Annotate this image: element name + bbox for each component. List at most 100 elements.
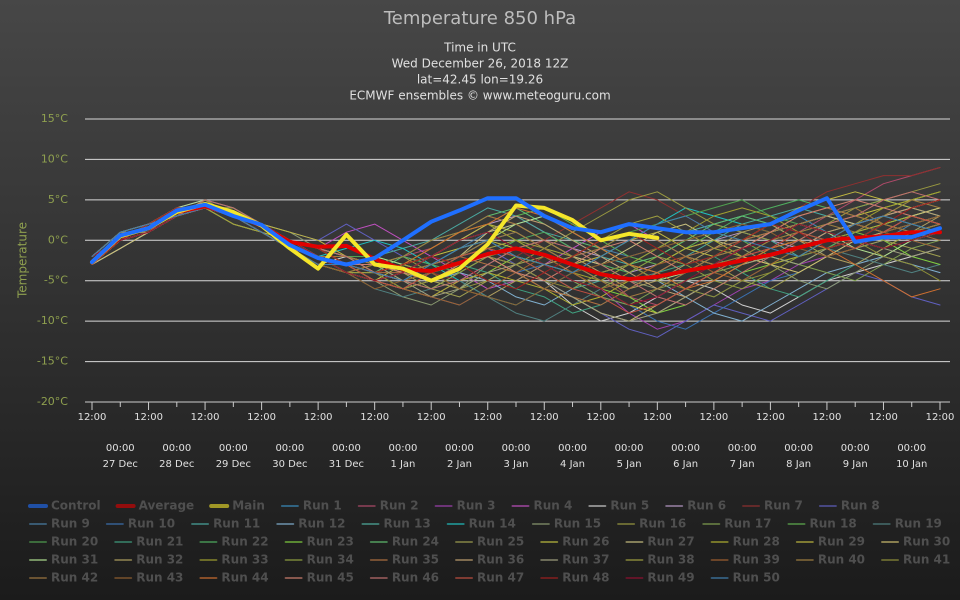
grid: -20°C -15°C -10°C -5°C 0°C 5°C 10°C 15°C xyxy=(37,112,950,408)
legend-label[interactable]: Run 6 xyxy=(687,499,726,513)
legend-label[interactable]: Run 8 xyxy=(841,499,880,513)
legend-label[interactable]: Run 20 xyxy=(51,535,98,549)
x-tick-label: 00:00 xyxy=(389,443,418,454)
legend-label[interactable]: Run 14 xyxy=(469,517,516,531)
legend-label[interactable]: Run 38 xyxy=(647,553,694,567)
x-tick-label: 2 Jan xyxy=(447,459,472,470)
legend-label[interactable]: Run 34 xyxy=(307,553,354,567)
series-line xyxy=(90,196,942,267)
legend-label[interactable]: Run 18 xyxy=(809,517,856,531)
legend-label[interactable]: Run 41 xyxy=(903,553,950,567)
x-tick-label: 12:00 xyxy=(417,412,446,423)
legend-label[interactable]: Run 11 xyxy=(213,517,260,531)
legend-label[interactable]: Run 9 xyxy=(51,517,90,531)
x-tick-label: 00:00 xyxy=(219,443,248,454)
x-tick-label: 00:00 xyxy=(671,443,700,454)
y-tick-label: -15°C xyxy=(37,355,68,368)
legend-label[interactable]: Run 7 xyxy=(764,499,803,513)
legend-label[interactable]: Run 19 xyxy=(895,517,942,531)
x-tick-label: 12:00 xyxy=(78,412,107,423)
y-tick-label: -5°C xyxy=(44,274,68,287)
legend-label[interactable]: Run 26 xyxy=(562,535,609,549)
legend-label[interactable]: Run 47 xyxy=(477,571,524,585)
x-tick-label: 12:00 xyxy=(643,412,672,423)
legend-label[interactable]: Run 10 xyxy=(128,517,175,531)
x-tick-label: 00:00 xyxy=(784,443,813,454)
legend-label[interactable]: Run 35 xyxy=(392,553,439,567)
x-tick-label: 00:00 xyxy=(106,443,135,454)
legend-label[interactable]: Run 3 xyxy=(457,499,496,513)
legend-label[interactable]: Run 27 xyxy=(647,535,694,549)
y-tick-label: -20°C xyxy=(37,395,68,408)
subtitle: lat=42.45 lon=19.26 xyxy=(417,73,543,87)
chart-title: Temperature 850 hPa xyxy=(383,8,576,29)
legend: Control Average Main Run 1 Run 2 Run 3 Run 4 Ru… xyxy=(28,499,950,585)
subtitle: Wed December 26, 2018 12Z xyxy=(392,57,569,71)
x-tick-label: 9 Jan xyxy=(843,459,868,470)
legend-label[interactable]: Run 29 xyxy=(818,535,865,549)
plot-lines xyxy=(90,167,942,338)
x-tick-label: 12:00 xyxy=(134,412,163,423)
legend-label[interactable]: Run 13 xyxy=(383,517,430,531)
y-axis-label: Temperature xyxy=(16,222,30,299)
legend-label[interactable]: Run 42 xyxy=(51,571,98,585)
x-tick-label: 5 Jan xyxy=(617,459,642,470)
x-tick-label: 00:00 xyxy=(332,443,361,454)
x-tick-label: 4 Jan xyxy=(560,459,585,470)
x-tick-label: 00:00 xyxy=(897,443,926,454)
legend-label[interactable]: Run 17 xyxy=(724,517,771,531)
y-tick-label: 0°C xyxy=(48,233,68,246)
legend-label[interactable]: Run 33 xyxy=(221,553,268,567)
legend-label[interactable]: Run 37 xyxy=(562,553,609,567)
legend-label[interactable]: Run 28 xyxy=(733,535,780,549)
x-tick-label: 00:00 xyxy=(558,443,587,454)
x-tick-label: 12:00 xyxy=(360,412,389,423)
legend-label[interactable]: Run 22 xyxy=(221,535,268,549)
legend-label[interactable]: Run 1 xyxy=(303,499,342,513)
legend-label[interactable]: Run 36 xyxy=(477,553,524,567)
x-tick-label: 12:00 xyxy=(304,412,333,423)
legend-label[interactable]: Run 24 xyxy=(392,535,439,549)
legend-label[interactable]: Run 32 xyxy=(136,553,183,567)
legend-label[interactable]: Run 12 xyxy=(298,517,345,531)
legend-label[interactable]: Run 49 xyxy=(647,571,694,585)
legend-label[interactable]: Control xyxy=(51,499,101,513)
legend-label[interactable]: Run 48 xyxy=(562,571,609,585)
legend-label[interactable]: Run 15 xyxy=(554,517,601,531)
legend-label[interactable]: Run 50 xyxy=(733,571,780,585)
x-tick-label: 12:00 xyxy=(926,412,955,423)
legend-label[interactable]: Average xyxy=(139,499,195,513)
y-tick-label: 15°C xyxy=(41,112,68,125)
legend-label[interactable]: Run 39 xyxy=(733,553,780,567)
x-tick-label: 12:00 xyxy=(756,412,785,423)
legend-label[interactable]: Run 21 xyxy=(136,535,183,549)
x-tick-label: 00:00 xyxy=(728,443,757,454)
legend-label[interactable]: Run 45 xyxy=(307,571,354,585)
x-tick-label: 12:00 xyxy=(813,412,842,423)
legend-label[interactable]: Run 25 xyxy=(477,535,524,549)
x-tick-label: 10 Jan xyxy=(896,459,927,470)
x-tick-label: 12:00 xyxy=(869,412,898,423)
subtitle: ECMWF ensembles © www.meteoguru.com xyxy=(349,89,610,103)
legend-label[interactable]: Run 44 xyxy=(221,571,268,585)
legend-label[interactable]: Main xyxy=(232,499,265,513)
x-tick-label: 1 Jan xyxy=(390,459,415,470)
x-tick-label: 00:00 xyxy=(162,443,191,454)
x-tick-label: 12:00 xyxy=(586,412,615,423)
x-tick-label: 7 Jan xyxy=(730,459,755,470)
legend-label[interactable]: Run 16 xyxy=(639,517,686,531)
x-tick-label: 00:00 xyxy=(841,443,870,454)
x-tick-label: 12:00 xyxy=(247,412,276,423)
legend-label[interactable]: Run 46 xyxy=(392,571,439,585)
x-tick-label: 8 Jan xyxy=(786,459,811,470)
legend-label[interactable]: Run 40 xyxy=(818,553,865,567)
legend-label[interactable]: Run 2 xyxy=(380,499,419,513)
legend-label[interactable]: Run 43 xyxy=(136,571,183,585)
legend-label[interactable]: Run 30 xyxy=(903,535,950,549)
legend-label[interactable]: Run 31 xyxy=(51,553,98,567)
legend-label[interactable]: Run 5 xyxy=(610,499,649,513)
legend-label[interactable]: Run 4 xyxy=(533,499,572,513)
legend-label[interactable]: Run 23 xyxy=(307,535,354,549)
x-tick-label: 31 Dec xyxy=(329,459,364,470)
